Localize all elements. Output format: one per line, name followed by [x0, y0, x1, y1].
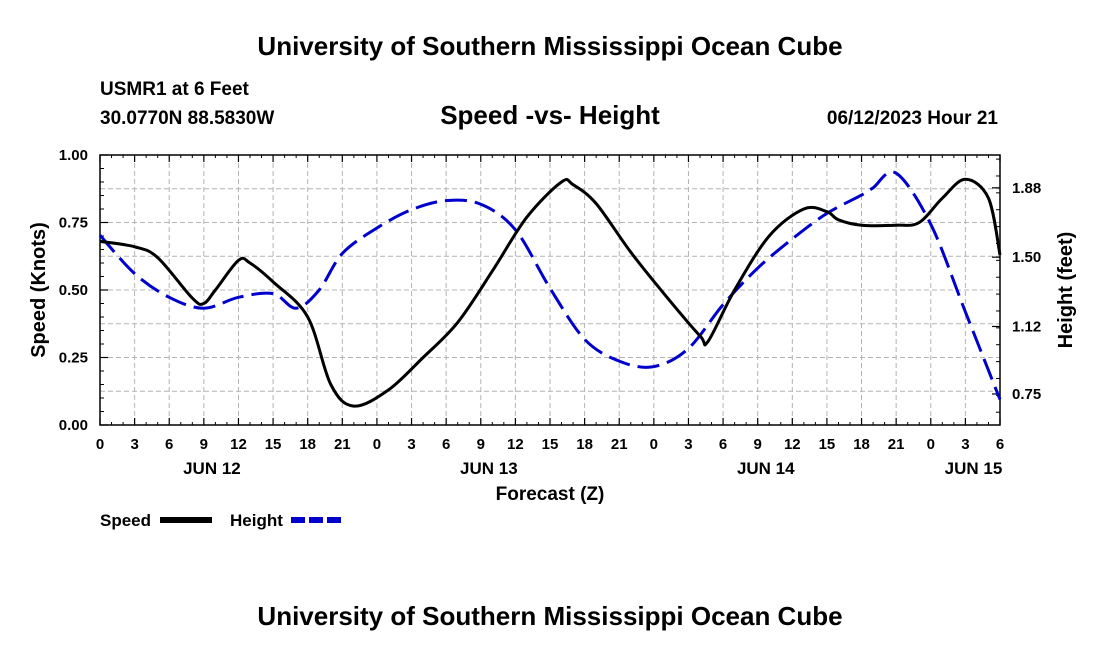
- x-tick-label: 6: [165, 436, 173, 453]
- x-tick-label: 3: [130, 436, 138, 453]
- height-series-line: [98, 170, 1002, 401]
- y2-tick-label: 1.12: [1012, 318, 1041, 335]
- speed-series-line: [99, 177, 1002, 408]
- x-day-label: JUN 15: [945, 459, 1003, 478]
- x-tick-label: 18: [299, 436, 316, 453]
- y-tick-label: 0.00: [59, 417, 88, 434]
- x-tick-label: 21: [611, 436, 628, 453]
- grid-lines: [100, 155, 1000, 425]
- x-day-label: JUN 14: [737, 459, 795, 478]
- x-tick-label: 21: [334, 436, 351, 453]
- x-day-label: JUN 13: [460, 459, 518, 478]
- x-tick-label: 3: [684, 436, 692, 453]
- x-tick-label: 12: [784, 436, 801, 453]
- y-tick-label: 0.50: [59, 282, 88, 299]
- y-tick-label: 1.00: [59, 147, 88, 164]
- footer-title: University of Southern Mississippi Ocean…: [257, 601, 842, 631]
- y2-tick-label: 1.88: [1012, 180, 1041, 197]
- x-tick-label: 9: [477, 436, 485, 453]
- tick-labels: 0 3 6 9 12 15 18 21 0 3 6 9 12 15 18 21 0 3 6 9 12 15 18 21 0 3 6J…: [59, 147, 1041, 478]
- x-tick-label: 3: [407, 436, 415, 453]
- x-tick-label: 9: [754, 436, 762, 453]
- x-tick-label: 0: [650, 436, 658, 453]
- legend-speed-label: Speed: [100, 511, 151, 530]
- legend-height-label: Height: [230, 511, 283, 530]
- x-tick-label: 6: [996, 436, 1004, 453]
- date-label: 06/12/2023 Hour 21: [827, 108, 999, 129]
- x-tick-label: 6: [442, 436, 450, 453]
- x-tick-label: 15: [542, 436, 559, 453]
- location-label: 30.0770N 88.5830W: [100, 108, 274, 129]
- x-tick-label: 9: [200, 436, 208, 453]
- chart-title: Speed -vs- Height: [440, 100, 660, 130]
- x-tick-label: 18: [853, 436, 870, 453]
- y2-tick-label: 0.75: [1012, 386, 1041, 403]
- x-tick-label: 0: [373, 436, 381, 453]
- main-title: University of Southern Mississippi Ocean…: [257, 31, 842, 61]
- x-tick-label: 18: [576, 436, 593, 453]
- y-tick-label: 0.75: [59, 215, 88, 232]
- series-lines: [98, 170, 1002, 408]
- y2-tick-label: 1.50: [1012, 249, 1041, 266]
- axis-ticks: [99, 154, 1001, 426]
- y-tick-label: 0.25: [59, 350, 88, 367]
- y-axis-title: Speed (Knots): [28, 222, 50, 358]
- x-day-label: JUN 12: [183, 459, 241, 478]
- x-tick-label: 12: [230, 436, 247, 453]
- x-axis-title: Forecast (Z): [496, 484, 605, 505]
- station-label: USMR1 at 6 Feet: [100, 79, 250, 100]
- x-tick-label: 21: [888, 436, 905, 453]
- x-tick-label: 15: [265, 436, 282, 453]
- x-tick-label: 3: [961, 436, 969, 453]
- x-tick-label: 12: [507, 436, 524, 453]
- x-tick-label: 6: [719, 436, 727, 453]
- x-tick-label: 0: [927, 436, 935, 453]
- x-tick-label: 0: [96, 436, 104, 453]
- y2-axis-title: Height (feet): [1055, 232, 1077, 349]
- legend: Speed Height: [100, 511, 343, 530]
- x-tick-label: 15: [819, 436, 836, 453]
